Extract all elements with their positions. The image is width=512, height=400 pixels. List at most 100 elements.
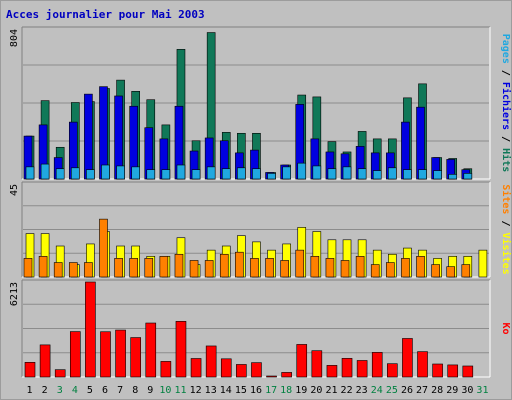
kbytes-bar bbox=[447, 364, 459, 378]
sites-bar bbox=[99, 218, 108, 278]
legend-visits: Sites / Visites bbox=[500, 184, 512, 274]
day-label: 2 bbox=[42, 385, 48, 396]
kbytes-bar bbox=[432, 363, 443, 378]
day-label: 24 bbox=[371, 385, 383, 396]
day-label: 1 bbox=[27, 385, 33, 396]
sites-bar bbox=[68, 262, 78, 278]
day-label: 15 bbox=[235, 385, 247, 396]
kbytes-bar bbox=[236, 364, 247, 378]
day-label: 21 bbox=[325, 385, 337, 396]
day-label: 18 bbox=[280, 385, 292, 396]
pages-bar bbox=[40, 163, 50, 180]
legend-visits-part: / bbox=[500, 214, 511, 232]
kbytes-bar bbox=[115, 329, 126, 378]
kbytes-bar bbox=[205, 345, 217, 378]
pages-bar bbox=[101, 164, 110, 180]
day-label: 29 bbox=[446, 385, 458, 396]
pages-bar bbox=[282, 166, 291, 180]
kbytes-bar bbox=[387, 363, 398, 378]
pages-bar bbox=[448, 174, 458, 180]
sites-bar bbox=[355, 256, 365, 278]
pages-bar bbox=[297, 162, 307, 180]
pages-bar bbox=[433, 170, 442, 180]
kbytes-bar bbox=[281, 372, 292, 378]
day-label: 6 bbox=[102, 385, 108, 396]
sites-bar bbox=[250, 258, 259, 278]
pages-bar bbox=[327, 168, 337, 180]
sites-bar bbox=[23, 258, 33, 278]
legend-visits-part: Sites bbox=[500, 184, 512, 214]
pages-bar bbox=[342, 166, 352, 180]
day-label: 22 bbox=[341, 385, 353, 396]
kbytes-bar bbox=[39, 344, 51, 378]
sites-bar bbox=[431, 264, 440, 278]
pages-bar bbox=[191, 169, 201, 180]
pages-bar bbox=[55, 168, 65, 180]
pages-bar bbox=[267, 173, 276, 180]
sites-bar bbox=[280, 260, 289, 278]
kbytes-bar bbox=[251, 362, 262, 378]
day-label: 4 bbox=[72, 385, 78, 396]
sites-bar bbox=[235, 251, 244, 278]
day-label: 3 bbox=[57, 385, 63, 396]
kbytes-bar bbox=[85, 281, 96, 378]
kbytes-bar bbox=[160, 361, 172, 378]
day-label: 11 bbox=[174, 385, 186, 396]
day-label: 28 bbox=[431, 385, 443, 396]
kbytes-bar bbox=[24, 362, 36, 378]
ymax-label-2: 45 bbox=[9, 184, 20, 196]
files-bar bbox=[416, 106, 425, 180]
pages-bar bbox=[25, 166, 35, 180]
pages-bar bbox=[372, 170, 382, 180]
pages-bar bbox=[146, 169, 156, 180]
ymax-label-1: 804 bbox=[9, 29, 20, 47]
kbytes-bar bbox=[341, 358, 353, 378]
kbytes-bar bbox=[175, 321, 187, 378]
visits-bar bbox=[478, 249, 488, 278]
sites-bar bbox=[295, 249, 305, 278]
sites-bar bbox=[265, 258, 274, 278]
sites-bar bbox=[174, 253, 184, 278]
day-label: 10 bbox=[159, 385, 171, 396]
sites-bar bbox=[114, 258, 123, 278]
legend-hits-part: Pages bbox=[500, 34, 511, 64]
day-label: 13 bbox=[205, 385, 217, 396]
legend-visits-part: Visites bbox=[500, 233, 512, 275]
kbytes-bar bbox=[69, 331, 81, 378]
pages-bar bbox=[206, 166, 216, 180]
sites-bar bbox=[401, 258, 410, 278]
sites-bar bbox=[189, 260, 199, 278]
sites-bar bbox=[370, 264, 380, 278]
day-label: 30 bbox=[461, 385, 473, 396]
kbytes-bar bbox=[130, 337, 141, 378]
pages-bar bbox=[252, 168, 261, 180]
kbytes-bar bbox=[145, 322, 157, 378]
kbytes-bar bbox=[371, 352, 383, 378]
kbytes-bar bbox=[326, 365, 338, 378]
kbytes-bar bbox=[190, 358, 202, 378]
pages-bar bbox=[418, 169, 427, 180]
day-label: 26 bbox=[401, 385, 413, 396]
sites-bar bbox=[38, 256, 48, 278]
pages-bar bbox=[388, 167, 397, 180]
legend-hits-part: / bbox=[500, 64, 511, 82]
sites-bar bbox=[84, 262, 93, 278]
day-label: 14 bbox=[220, 385, 232, 396]
day-label: 7 bbox=[117, 385, 123, 396]
day-label: 12 bbox=[190, 385, 202, 396]
pages-bar bbox=[463, 173, 473, 180]
kbytes-bar bbox=[220, 358, 232, 378]
pages-bar bbox=[221, 168, 231, 180]
sites-bar bbox=[219, 253, 229, 278]
legend-hits-part: Fichiers bbox=[500, 82, 512, 130]
kbytes-bar bbox=[402, 338, 413, 378]
day-label: 9 bbox=[147, 385, 153, 396]
day-label: 20 bbox=[310, 385, 322, 396]
pages-bar bbox=[176, 164, 186, 180]
sites-bar bbox=[461, 264, 471, 278]
day-label: 5 bbox=[87, 385, 93, 396]
kbytes-bar bbox=[356, 360, 368, 378]
legend-hits-part: Hits bbox=[500, 148, 512, 172]
kbytes-bar bbox=[462, 365, 474, 378]
